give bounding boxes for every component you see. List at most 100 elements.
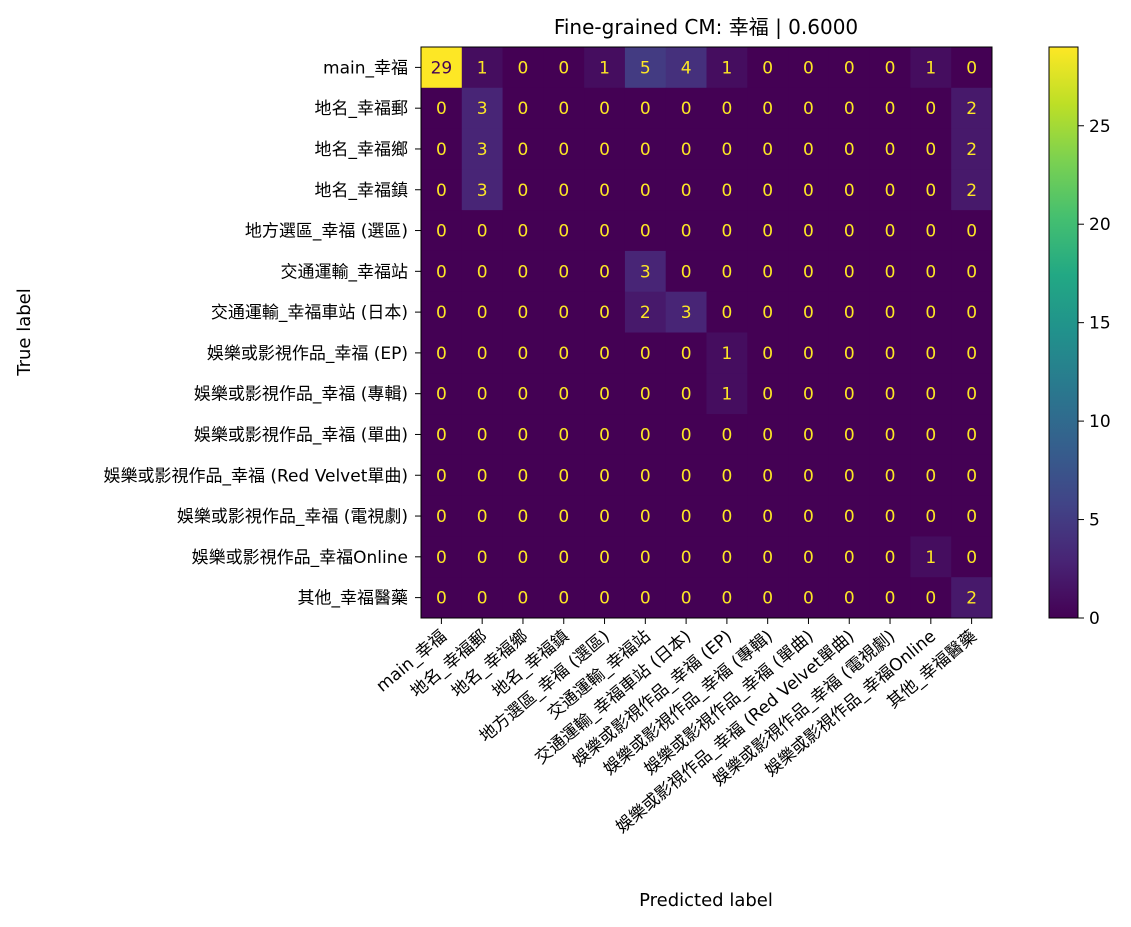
cell-value-label: 0 [762,262,773,282]
heatmap-cell [788,373,830,415]
cell-value-label: 0 [803,140,814,160]
heatmap-cell [502,577,544,619]
heatmap-cell [461,250,504,293]
cell-value-label: 0 [477,303,488,323]
cell-value-label: 0 [558,466,569,486]
heatmap-cell [910,454,952,497]
heatmap-cell [543,87,585,130]
cell-value-label: 0 [477,466,488,486]
heatmap-cell [828,454,871,497]
heatmap-cell [461,577,504,619]
heatmap-cell [502,495,544,537]
cell-value-label: 0 [599,140,610,160]
cell-value-label: 0 [925,140,936,160]
heatmap-cell [543,414,585,456]
heatmap-cell [502,47,544,89]
cell-value-label: 0 [885,303,896,323]
heatmap-cell [461,128,504,170]
heatmap-cell [951,454,993,497]
colorbar-tick-label: 25 [1089,117,1111,137]
heatmap-cell [665,47,707,89]
cell-value-label: 0 [885,140,896,160]
heatmap-cell [543,291,585,333]
cell-value-label: 0 [762,385,773,405]
y-tick-label: 交通運輸_幸福車站 (日本) [211,303,408,323]
y-tick-label: main_幸福 [323,58,408,78]
heatmap-cell [788,291,830,333]
colorbar-tick-label: 20 [1089,215,1111,235]
cell-value-label: 0 [844,425,855,445]
heatmap-cell [951,210,993,252]
heatmap-cell [910,210,952,252]
cell-value-label: 0 [844,385,855,405]
cell-value-label: 0 [640,181,651,201]
cell-value-label: 0 [885,222,896,242]
heatmap-cell [828,536,871,578]
cell-value-label: 0 [477,262,488,282]
cell-value-label: 0 [518,58,529,78]
heatmap-cell [624,169,667,211]
heatmap-cell [543,210,585,252]
heatmap-cell [747,536,789,578]
heatmap-cell [869,291,911,333]
cell-value-label: 0 [477,222,488,242]
cell-value-label: 0 [477,589,488,609]
cell-value-label: 0 [762,425,773,445]
heatmap-cell [951,169,993,211]
y-axis-label: True label [14,288,35,377]
cell-value-label: 0 [844,99,855,119]
heatmap-cell [421,128,463,170]
heatmap-cell [747,210,789,252]
cell-value-label: 3 [477,140,488,160]
heatmap-cell [910,47,952,89]
cell-value-label: 0 [640,222,651,242]
cell-value-label: 0 [681,344,692,364]
heatmap-cell [584,454,626,497]
cell-value-label: 0 [885,262,896,282]
heatmap-cell [828,291,871,333]
cell-value-label: 2 [640,303,651,323]
cell-value-label: 0 [925,425,936,445]
heatmap-cell [706,291,748,333]
heatmap-cell [910,495,952,537]
cell-value-label: 2 [966,140,977,160]
cell-value-label: 0 [925,222,936,242]
cell-value-label: 0 [436,222,447,242]
cell-value-label: 0 [844,140,855,160]
cell-value-label: 0 [640,425,651,445]
cell-value-label: 5 [640,58,651,78]
heatmap-cell [747,291,789,333]
heatmap-cell [706,454,748,497]
heatmap-cell [584,169,626,211]
heatmap-cell [421,577,463,619]
heatmap-cell [665,454,707,497]
cell-value-label: 0 [762,344,773,364]
heatmap-cell [502,87,544,130]
heatmap-cell [421,291,463,333]
heatmap-cell [502,210,544,252]
heatmap-cell [461,210,504,252]
heatmap-cell [828,495,871,537]
cell-value-label: 0 [844,262,855,282]
cell-value-label: 0 [925,262,936,282]
heatmap-cell [828,210,871,252]
cell-value-label: 0 [966,222,977,242]
heatmap-cell [421,210,463,252]
heatmap-cell [624,454,667,497]
heatmap-cell [624,577,667,619]
heatmap-cell [543,332,585,374]
cell-value-label: 0 [681,507,692,527]
cell-value-label: 0 [966,262,977,282]
cell-value-label: 0 [762,222,773,242]
cell-value-label: 0 [477,385,488,405]
heatmap-cell [951,373,993,415]
cell-value-label: 0 [925,466,936,486]
heatmap-cell [665,169,707,211]
heatmap-cell [706,128,748,170]
cell-value-label: 0 [966,344,977,364]
heatmap-cell [421,47,463,89]
heatmap-cell [828,128,871,170]
cell-value-label: 0 [966,507,977,527]
heatmap-cell [624,414,667,456]
